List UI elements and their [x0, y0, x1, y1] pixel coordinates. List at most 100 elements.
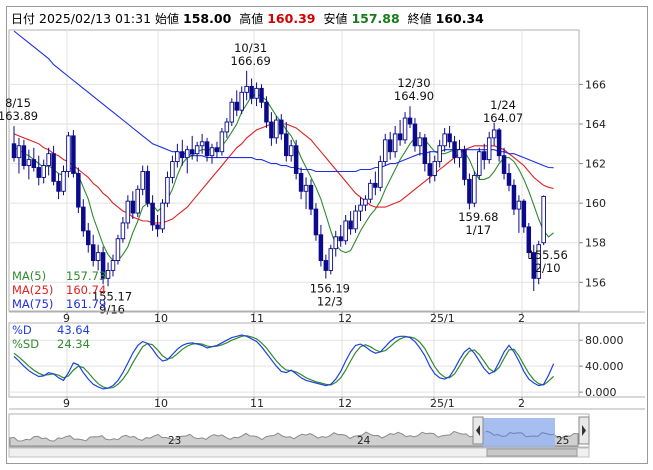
candle-body: [51, 153, 56, 182]
candle-body: [95, 252, 101, 261]
candle-body: [209, 147, 215, 157]
close-value: 160.34: [435, 11, 484, 26]
candle-body: [56, 180, 61, 192]
candle-body: [150, 202, 155, 226]
date-tick-label: 12: [338, 312, 352, 325]
candle-body: [452, 141, 457, 159]
low-label: 安値: [323, 12, 348, 26]
candle-body: [16, 145, 22, 159]
navigator-selection-outline: [485, 430, 555, 438]
candle-body: [279, 119, 284, 135]
navigator-year-label: 25: [556, 435, 569, 447]
price-tick-label: 160: [585, 197, 606, 210]
candle-body: [180, 151, 185, 159]
candle-body: [383, 139, 388, 163]
candle-body: [318, 234, 324, 261]
candles: [11, 70, 546, 292]
range-navigator[interactable]: 23 24 25: [8, 413, 590, 458]
candle-body: [303, 184, 309, 192]
annotation-value: 159.68: [458, 210, 498, 224]
date-tick-label: 10: [154, 397, 168, 410]
candle-body: [368, 182, 373, 200]
navigator-year-label: 23: [168, 435, 181, 447]
price-tick-label: 156: [585, 276, 606, 289]
candle-body: [274, 119, 279, 139]
ma-legend-name: MA(25): [12, 283, 53, 297]
candle-body: [427, 163, 433, 176]
candle-body: [189, 149, 195, 155]
date-tick-label: 25/1: [430, 312, 455, 325]
candle-body: [506, 173, 512, 186]
date-label: 日付: [11, 12, 36, 26]
candle-body: [308, 184, 314, 210]
navigator-selection-line: [485, 430, 555, 438]
candle-body: [284, 133, 289, 157]
stochastic-legend-value: 24.34: [57, 337, 90, 351]
candle-body: [472, 174, 477, 204]
annotation-date: 10/31: [234, 41, 267, 55]
candle-body: [313, 208, 319, 236]
price-y-axis: 156 158 160 162 164 166: [579, 78, 606, 289]
candle-body: [323, 260, 329, 271]
date-tick-label: 11: [250, 312, 264, 325]
annotation-date: 1/17: [465, 223, 491, 237]
candle-body: [100, 252, 106, 279]
candle-body: [477, 151, 482, 176]
candle-body: [130, 200, 136, 214]
stochastic-legend-value: 43.64: [57, 323, 90, 337]
annotation-value: 164.07: [483, 111, 523, 125]
date-tick-label: 9: [63, 397, 70, 410]
stochastic-legend: %D 43.64 %SD 24.34: [12, 323, 90, 351]
date-axis-bottom: 9 10 11 12 25/1 2: [9, 396, 645, 410]
candle-body: [417, 137, 423, 147]
candle-body: [85, 230, 91, 246]
candle-body: [36, 167, 42, 178]
scrollbar-track[interactable]: [8, 447, 590, 458]
candle-body: [353, 210, 358, 230]
candle-body: [46, 153, 51, 167]
price-tick-label: 166: [585, 78, 606, 91]
scrollbar-thumb[interactable]: [486, 448, 578, 457]
ma-legend-value: 157.73: [66, 269, 106, 283]
price-annotations: 8/15163.89155.179/1610/31166.69156.1912/…: [0, 41, 568, 316]
candle-body: [338, 236, 343, 242]
candle-body: [155, 224, 160, 230]
candle-body: [358, 204, 363, 212]
candle-body: [348, 220, 353, 230]
ma-legend-value: 160.74: [66, 283, 106, 297]
candle-body: [26, 159, 32, 167]
ma-legend: MA(5) 157.73 MA(25) 160.74 MA(75) 161.79: [12, 269, 106, 311]
candle-body: [486, 137, 492, 161]
candle-body: [343, 220, 348, 242]
date-tick-label: 2: [518, 397, 525, 410]
stochastic-lines: [13, 334, 555, 390]
candle-body: [467, 178, 472, 204]
candle-body: [234, 101, 239, 111]
candle-body: [288, 145, 294, 157]
date-tick-label: 25/1: [430, 397, 455, 410]
annotation-value: 163.89: [0, 109, 38, 123]
stochastic-y-axis: 80.000 40.000 0.000: [579, 334, 624, 399]
candle-body: [457, 149, 462, 159]
candle-body: [105, 269, 111, 279]
annotation-date: 2/10: [535, 261, 561, 275]
low-value: 157.88: [351, 11, 400, 26]
candle-body: [392, 133, 398, 153]
close-label: 終値: [407, 12, 432, 26]
candle-body: [378, 161, 383, 188]
candle-body: [229, 101, 235, 123]
candle-body: [526, 226, 532, 254]
stochastic-panel[interactable]: 80.000 40.000 0.000 %D 43.64 %SD 24.34: [8, 322, 624, 399]
candle-body: [496, 129, 502, 157]
candle-body: [175, 151, 180, 163]
candle-body: [224, 121, 230, 133]
candle-body: [81, 206, 86, 232]
chevron-left-icon: [476, 425, 480, 436]
candle-body: [160, 202, 165, 230]
candle-body: [373, 182, 378, 188]
navigator-labels: 23 24 25: [168, 435, 569, 447]
price-tick-label: 162: [585, 158, 606, 171]
candle-body: [254, 87, 259, 99]
